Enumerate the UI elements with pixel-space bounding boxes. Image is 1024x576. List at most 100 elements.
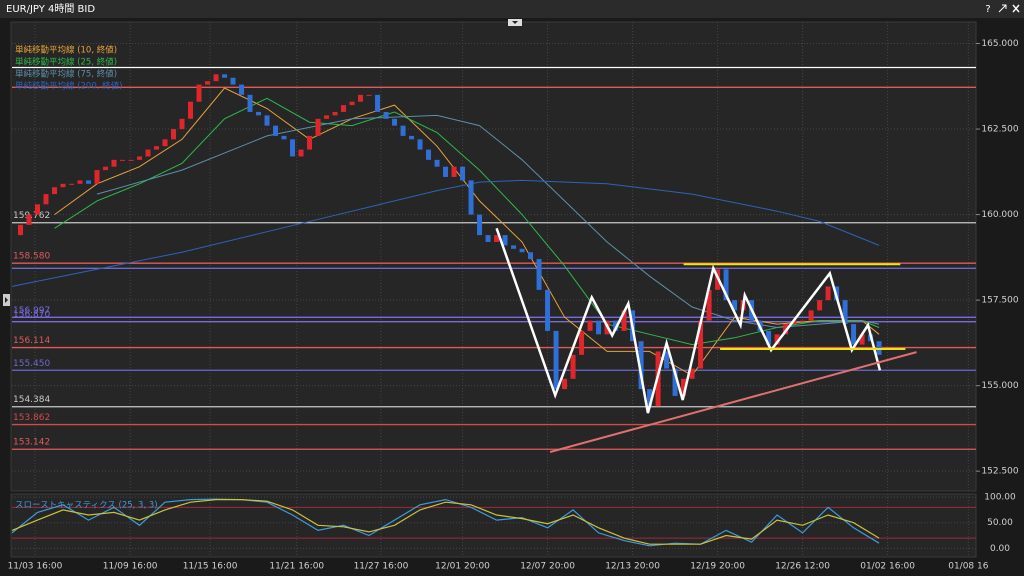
candle	[222, 74, 228, 78]
x-tick-label: 11/15 16:00	[183, 562, 238, 572]
candle	[791, 320, 797, 325]
candle	[817, 300, 823, 311]
y-tick-label: 162.500	[981, 125, 1018, 135]
candle	[562, 378, 568, 390]
price-line-label: 159.762	[13, 211, 50, 221]
candle	[638, 341, 644, 390]
candle	[409, 135, 415, 140]
candle	[298, 149, 304, 157]
candle	[443, 166, 449, 177]
candle	[808, 310, 814, 321]
candle	[596, 320, 602, 335]
candle	[52, 187, 58, 195]
stochastic-plot	[10, 493, 977, 558]
stochastic-title: スローストキャスティクス (25, 3, 3)	[15, 501, 158, 511]
candle	[698, 320, 704, 369]
candle	[162, 139, 168, 147]
candle	[451, 166, 457, 177]
candle	[307, 135, 313, 150]
candle	[800, 320, 806, 322]
candle	[264, 115, 270, 126]
candle	[545, 289, 551, 331]
candle	[230, 77, 236, 85]
candle	[579, 330, 585, 355]
legend-entry: 単純移動平均線 (25, 終値)	[15, 57, 117, 68]
candle	[196, 84, 202, 102]
y-tick-label: 152.500	[981, 467, 1018, 477]
candle	[587, 320, 593, 331]
candle	[647, 389, 653, 407]
candle	[256, 111, 262, 116]
x-tick-label: 01/02 16:00	[860, 562, 915, 572]
candle	[528, 252, 534, 260]
y-tick-label: 157.500	[981, 296, 1018, 306]
x-tick-label: 12/13 20:00	[605, 562, 660, 572]
candle	[18, 224, 24, 236]
title-bar	[0, 0, 1024, 18]
candle	[621, 310, 627, 331]
axes-layer: 11/03 16:00 11/09 16:00 11/15 16:00 11/21 1…	[8, 39, 1019, 571]
price-line-label: 156.114	[13, 336, 50, 346]
candle	[375, 94, 381, 112]
candle	[706, 289, 712, 321]
popout-button[interactable]	[998, 4, 1007, 13]
candle	[205, 81, 211, 85]
candle	[103, 166, 109, 171]
candle	[477, 214, 483, 236]
x-tick-label: 11/27 16:00	[354, 562, 409, 572]
candle	[60, 183, 66, 188]
candle	[664, 351, 670, 369]
candle	[358, 94, 364, 102]
x-tick-label: 11/03 16:00	[8, 562, 63, 572]
x-tick-label: 12/19 20:00	[690, 562, 745, 572]
candle	[511, 245, 517, 249]
candle	[570, 354, 576, 379]
y-tick-label: 160.000	[981, 210, 1018, 220]
y-tick-label: 0.00	[990, 544, 1010, 554]
x-tick-label: 11/09 16:00	[103, 562, 158, 572]
candle	[341, 105, 347, 112]
candle	[774, 334, 780, 345]
window-title: EUR/JPY 4時間 BID	[6, 3, 95, 15]
moving-average	[54, 87, 880, 377]
candle	[349, 101, 355, 106]
candle	[273, 125, 279, 136]
candle	[689, 368, 695, 379]
price-line-label: 156.997	[13, 306, 50, 316]
candle	[553, 330, 559, 390]
trend-drawing	[549, 351, 917, 453]
candle	[392, 118, 398, 126]
candle	[137, 156, 143, 160]
side-button[interactable]	[3, 294, 10, 306]
x-tick-label: 12/26 12:00	[775, 562, 830, 572]
candle	[460, 166, 466, 181]
moving-average	[11, 179, 880, 287]
candle	[43, 194, 49, 205]
legend-entry: 単純移動平均線 (200, 終値)	[15, 81, 122, 92]
candle	[366, 94, 372, 96]
candle	[502, 235, 508, 246]
trend-drawing	[495, 227, 882, 414]
candle	[494, 235, 500, 242]
price-line-label: 154.384	[13, 395, 50, 405]
candle	[145, 149, 151, 157]
candle	[247, 94, 253, 112]
help-button[interactable]: ?	[985, 4, 990, 15]
x-tick-label: 12/07 20:00	[520, 562, 575, 572]
candle	[536, 259, 542, 290]
close-button[interactable]	[1012, 4, 1020, 13]
candle	[69, 183, 75, 185]
candle	[94, 170, 100, 184]
stochastic-line	[11, 498, 880, 547]
candle	[290, 139, 296, 157]
candle	[154, 146, 160, 150]
x-tick-label: 12/01 20:00	[435, 562, 490, 572]
x-tick-label: 01/08 16	[948, 562, 989, 572]
collapse-button[interactable]	[508, 19, 522, 26]
candle	[120, 159, 126, 161]
candle	[239, 84, 245, 95]
candle	[383, 111, 389, 119]
candle	[732, 300, 738, 311]
candle	[400, 125, 406, 136]
